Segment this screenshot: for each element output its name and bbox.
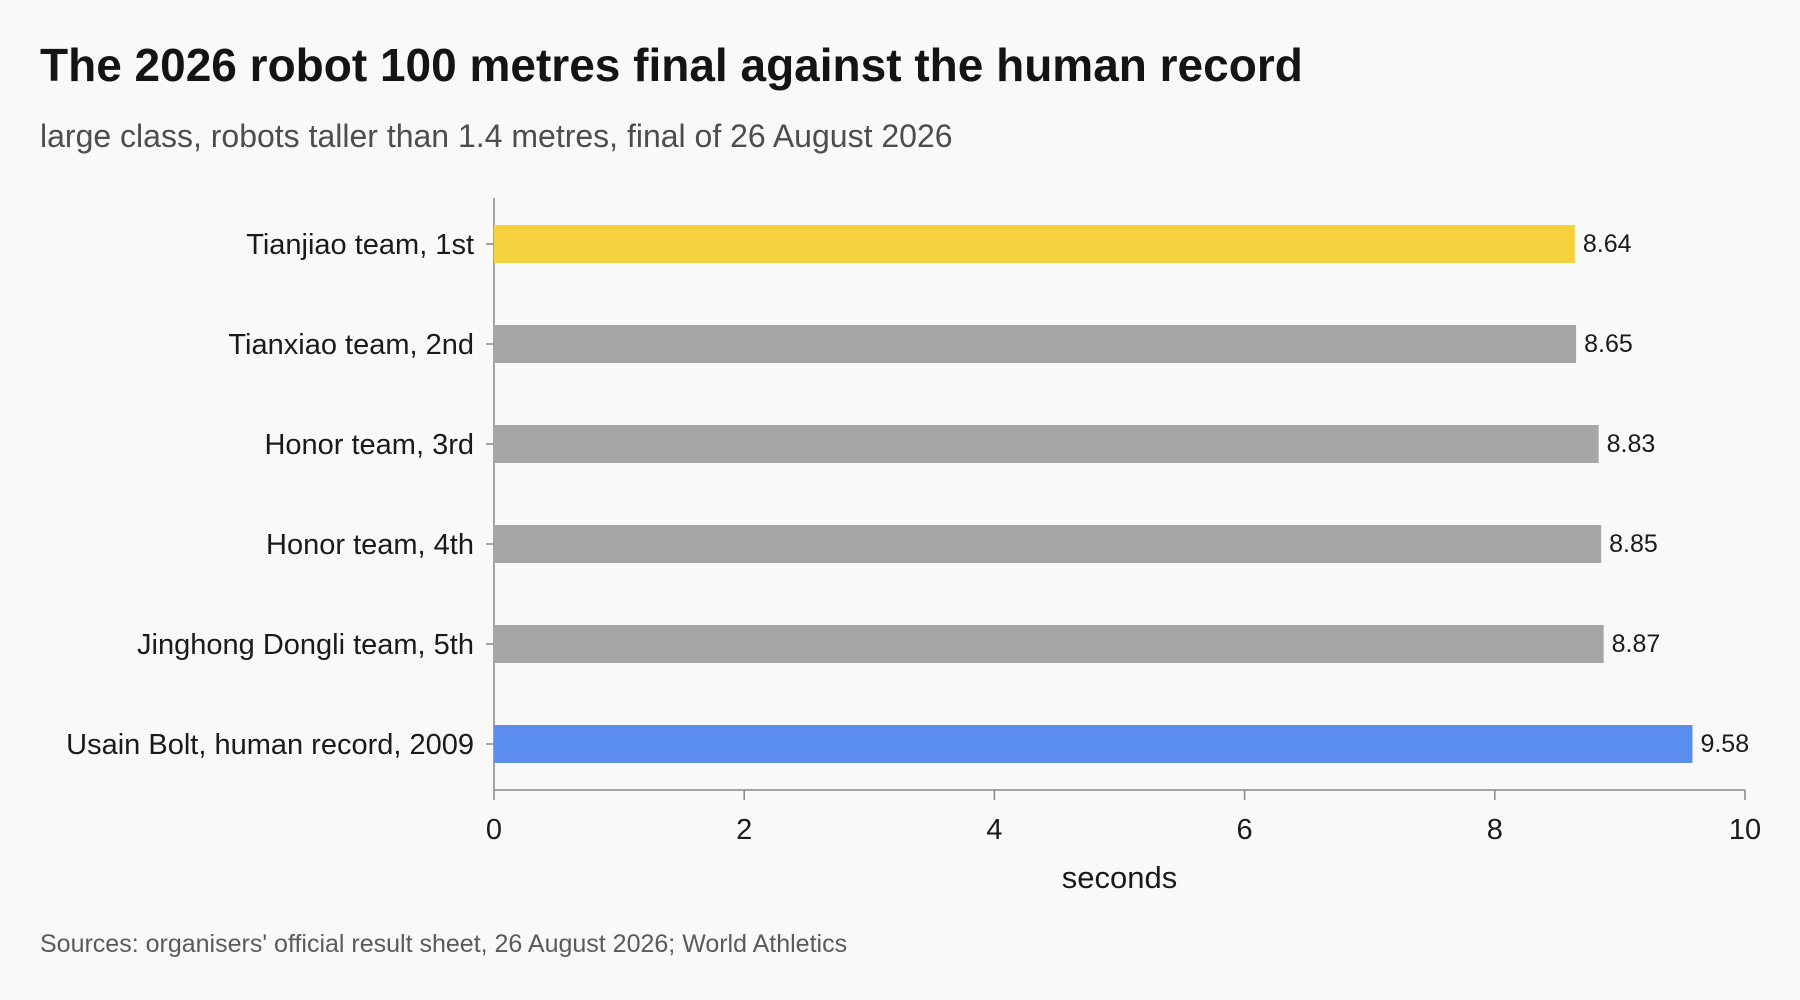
x-tick-label: 0 <box>486 814 502 846</box>
bar <box>494 325 1577 363</box>
value-label: 8.65 <box>1584 330 1633 358</box>
bar <box>494 725 1693 763</box>
category-label: Tianxiao team, 2nd <box>228 329 474 361</box>
x-tick-label: 6 <box>1237 814 1253 846</box>
value-label: 9.58 <box>1700 730 1749 758</box>
bar <box>494 225 1575 263</box>
bar <box>494 625 1604 663</box>
category-label: Usain Bolt, human record, 2009 <box>66 729 474 761</box>
category-label: Tianjiao team, 1st <box>246 229 474 261</box>
x-tick-label: 10 <box>1729 814 1761 846</box>
value-label: 8.87 <box>1612 630 1661 658</box>
x-tick-label: 4 <box>986 814 1002 846</box>
chart-subtitle: large class, robots taller than 1.4 metr… <box>40 118 953 154</box>
category-label: Jinghong Dongli team, 5th <box>137 629 474 661</box>
value-label: 8.83 <box>1607 430 1656 458</box>
value-label: 8.85 <box>1609 530 1658 558</box>
x-tick-label: 8 <box>1487 814 1503 846</box>
chart-title: The 2026 robot 100 metres final against … <box>40 39 1303 91</box>
category-label: Honor team, 4th <box>266 529 474 561</box>
bar <box>494 425 1599 463</box>
source-note: Sources: organisers' official result she… <box>40 930 848 958</box>
category-label: Honor team, 3rd <box>264 429 474 461</box>
x-tick-label: 2 <box>736 814 752 846</box>
bar <box>494 525 1602 563</box>
value-label: 8.64 <box>1583 230 1632 258</box>
x-axis-label: seconds <box>1062 860 1177 895</box>
